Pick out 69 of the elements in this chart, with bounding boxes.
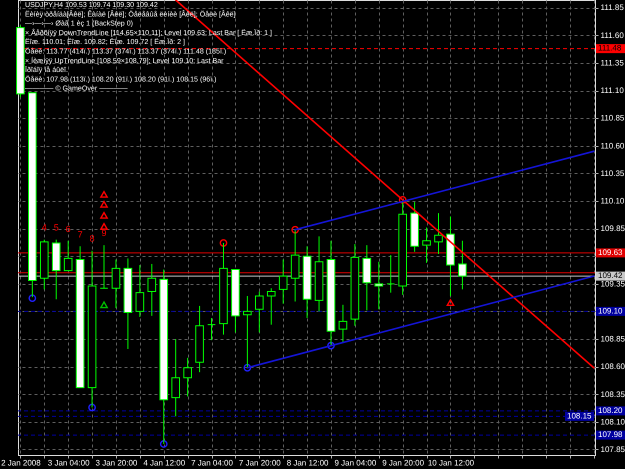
point [88, 404, 96, 412]
y-tick-label: 109.85 [600, 224, 625, 234]
candlestick [100, 244, 108, 289]
x-tick-label: 7 Jan 20:00 [238, 458, 282, 468]
y-tick-label: 110.60 [600, 141, 625, 150]
annotation: 7 [78, 229, 83, 240]
y-tick-label: 111.85 [600, 3, 624, 12]
x-tick-label: 8 Jan 12:00 [286, 458, 330, 468]
y-tick-label: 110.85 [600, 114, 625, 123]
point [398, 196, 407, 204]
point [100, 212, 108, 219]
point [28, 294, 36, 302]
x-tick-label: 4 Jan 12:00 [143, 458, 186, 468]
x-tick-label: 9 Jan 04:00 [334, 458, 377, 468]
candlestick [374, 261, 384, 310]
point [100, 190, 108, 198]
y-tick-label: 108.60 [600, 362, 625, 372]
y-tick-label: 111.10 [600, 86, 624, 96]
point [327, 342, 335, 350]
x-tick-label: 9 Jan 20:00 [382, 458, 425, 468]
candlestick [422, 227, 431, 264]
y-tick-label: 108.10 [600, 417, 625, 426]
annotation: 9 [102, 228, 107, 238]
y-tick-label: 111.35 [600, 58, 624, 68]
annotation: 6 [66, 224, 71, 234]
candlestick [338, 304, 348, 343]
ref-line-label: 108.15 [567, 411, 592, 420]
x-tick-label: 10 Jan 12:00 [428, 458, 475, 468]
candlestick [112, 259, 120, 309]
candlestick [64, 240, 72, 272]
annotation: 4 [42, 222, 47, 233]
annotation: 5 [54, 222, 59, 233]
point [291, 226, 300, 234]
ref-line-label: 109.63 [598, 248, 624, 257]
candlestick [171, 338, 180, 417]
candlestick [136, 264, 144, 318]
candlestick [207, 318, 216, 341]
point [100, 200, 108, 208]
annotation: 8 [90, 234, 95, 244]
y-tick-label: 107.85 [600, 444, 625, 454]
y-tick-label: 108.85 [600, 334, 625, 344]
x-tick-label: 3 Jan 04:00 [48, 458, 90, 468]
y-tick-label: 110.10 [600, 196, 625, 206]
point [100, 222, 108, 230]
x-tick-label: 2 Jan 2008 [1, 458, 42, 468]
y-tick-label: 109.35 [600, 279, 625, 288]
ref-line-label: 111.48 [598, 44, 622, 53]
ref-line-label: 109.42 [598, 271, 624, 280]
candlestick [266, 288, 276, 326]
point [100, 301, 108, 308]
candlestick [183, 357, 192, 397]
point [446, 299, 454, 306]
ref-line-label: 108.20 [598, 406, 624, 415]
y-tick-label: 110.35 [600, 168, 625, 178]
candlestick [278, 259, 288, 304]
point [220, 239, 228, 247]
candlestick [434, 212, 443, 255]
point [160, 440, 168, 448]
point [244, 364, 252, 372]
candlestick [147, 263, 156, 316]
y-tick-label: 111.60 [600, 30, 624, 40]
ref-line-label: 109.10 [598, 306, 624, 316]
y-tick-label: 108.35 [600, 390, 625, 399]
candlestick [458, 240, 467, 290]
x-tick-label: 7 Jan 04:00 [191, 458, 234, 468]
ref-line-label: 107.98 [598, 430, 624, 440]
candlestick [254, 291, 264, 333]
x-tick-label: 3 Jan 20:00 [96, 458, 138, 468]
candlestick [386, 254, 396, 294]
